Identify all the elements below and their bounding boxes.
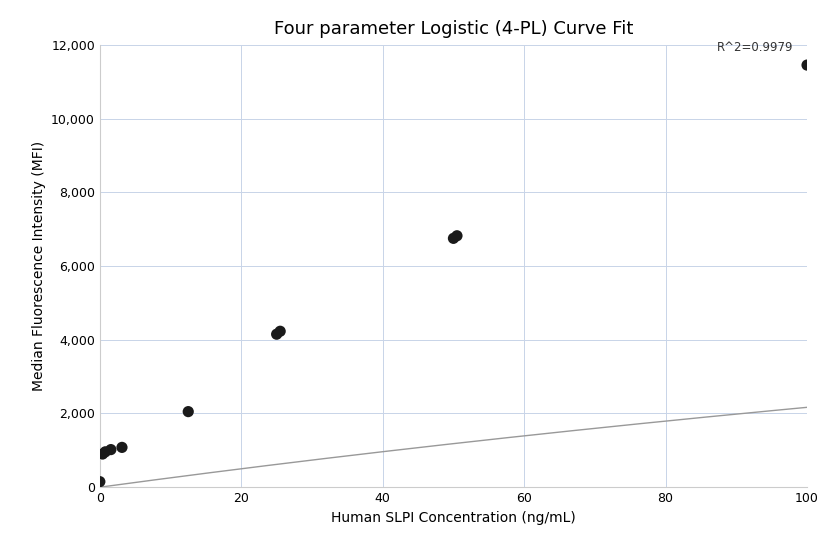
Point <box>181 407 195 416</box>
Point <box>116 443 129 452</box>
Point <box>96 450 109 459</box>
Point <box>93 477 106 486</box>
Title: Four parameter Logistic (4-PL) Curve Fit: Four parameter Logistic (4-PL) Curve Fit <box>274 20 633 38</box>
Point <box>450 231 463 240</box>
Point <box>104 445 117 454</box>
Point <box>99 447 112 456</box>
Y-axis label: Median Fluorescence Intensity (MFI): Median Fluorescence Intensity (MFI) <box>32 141 46 391</box>
Text: R^2=0.9979: R^2=0.9979 <box>716 41 793 54</box>
Point <box>447 234 460 243</box>
Point <box>274 327 287 336</box>
Point <box>270 330 283 339</box>
Point <box>800 60 814 69</box>
X-axis label: Human SLPI Concentration (ng/mL): Human SLPI Concentration (ng/mL) <box>331 511 576 525</box>
